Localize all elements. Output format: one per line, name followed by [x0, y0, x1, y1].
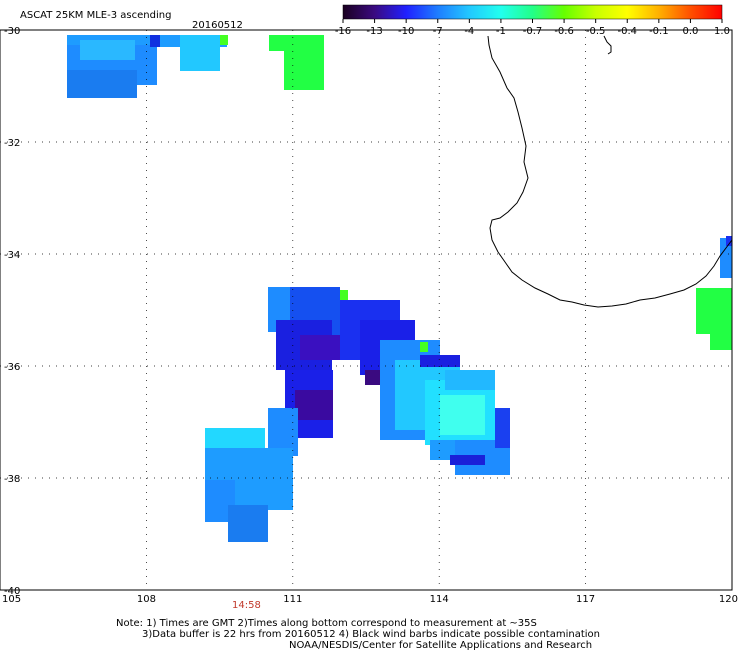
latitude-label: -38	[4, 474, 20, 485]
colorbar-label: -0.5	[586, 26, 606, 37]
latitude-labels: -30 -32 -34 -36 -38 -40	[4, 26, 20, 597]
latitude-label: -40	[4, 586, 20, 597]
colorbar-label: -0.4	[617, 26, 637, 37]
pass-date: 20160512	[192, 20, 243, 31]
longitude-label: 105	[2, 594, 21, 605]
note-line-3: NOAA/NESDIS/Center for Satellite Applica…	[289, 640, 593, 651]
colorbar-label: -4	[464, 26, 474, 37]
colorbar-label: -0.6	[554, 26, 574, 37]
longitude-label: 108	[137, 594, 156, 605]
graticule	[0, 30, 732, 590]
colorbar-label: -16	[335, 26, 351, 37]
colorbar-label: -0.1	[649, 26, 669, 37]
colorbar-label: 1.0	[714, 26, 730, 37]
wind-swaths	[67, 35, 732, 542]
coastline	[487, 35, 733, 308]
colorbar-labels: -16 -13 -10 -7 -4 -1 -0.7 -0.6 -0.5 -0.4 -0.1 0.0 1.…	[335, 19, 730, 37]
colorbar-label: -0.7	[523, 26, 543, 37]
colorbar	[342, 4, 723, 20]
colorbar-label: -13	[366, 26, 382, 37]
colorbar-label: 0.0	[682, 26, 698, 37]
colorbar-label: -1	[496, 26, 506, 37]
note-line-2: 3)Data buffer is 22 hrs from 20160512 4)…	[142, 629, 600, 640]
latitude-label: -36	[4, 362, 20, 373]
product-title: ASCAT 25KM MLE-3 ascending	[20, 10, 171, 21]
longitude-label: 111	[283, 594, 302, 605]
latitude-label: -30	[4, 26, 20, 37]
pass-time-label: 14:58	[232, 600, 261, 611]
latitude-label: -32	[4, 138, 20, 149]
colorbar-label: -10	[398, 26, 414, 37]
latitude-label: -34	[4, 250, 20, 261]
longitude-label: 114	[430, 594, 449, 605]
note-line-1: Note: 1) Times are GMT 2)Times along bot…	[116, 618, 537, 629]
longitude-label: 117	[576, 594, 595, 605]
longitude-labels: 105 108 111 114 117 120	[2, 594, 738, 605]
coastline-inlet	[603, 35, 612, 55]
colorbar-label: -7	[433, 26, 443, 37]
longitude-label: 120	[719, 594, 738, 605]
plot-frame	[0, 29, 733, 591]
